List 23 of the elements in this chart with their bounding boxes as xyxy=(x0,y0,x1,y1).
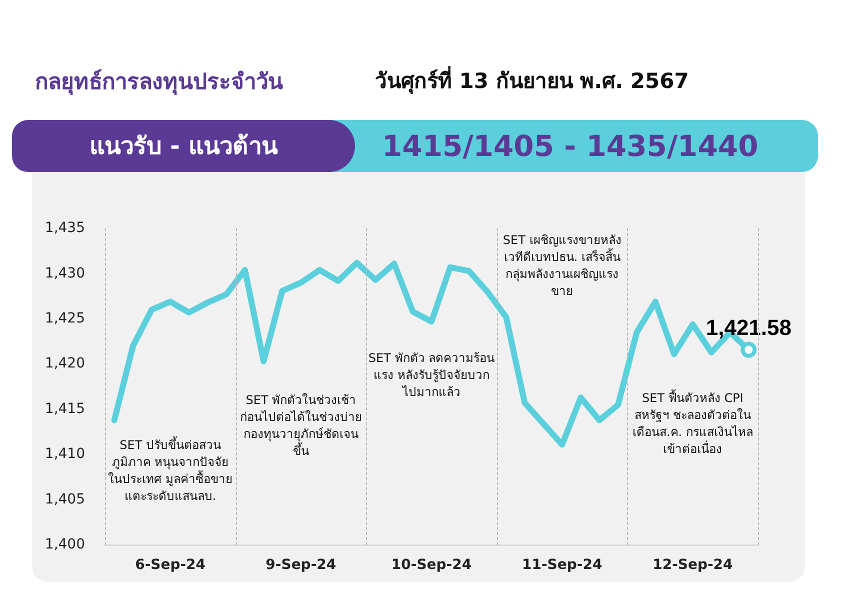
annotation: SET ปรับขึ้นต่อสวนภูมิภาค หนุนจากปัจจัยในประเทศ มูลค่าซื้อขายแตะระดับแสนลบ. xyxy=(106,437,234,505)
y-tick-label: 1,420 xyxy=(44,356,85,372)
annotation: SET พักตัว ลดความร้อนแรง หลังรับรู้ปัจจัยบวกไปมากแล้ว xyxy=(368,350,496,401)
text: แนวรับ - แนวต้าน xyxy=(12,120,355,172)
y-tick-label: 1,405 xyxy=(44,491,85,508)
y-tick-label: 1,425 xyxy=(44,310,85,326)
y-tick-label: 1,415 xyxy=(44,400,85,417)
annotation: SET ฟื้นตัวหลัง CPI สหรัฐฯ ชะลองตัวต่อในเดือนส.ค. กรแสเงินไหลเข้าต่อเนื่อง xyxy=(631,390,754,458)
chart-subtitle: วันศุกร์ที่ 13 กันยายน พ.ศ. 2567 xyxy=(375,65,689,96)
y-tick-label: 1,410 xyxy=(44,446,85,462)
x-tick-label: 11-Sep-24 xyxy=(522,557,602,574)
data-label: 1,421.58 xyxy=(706,314,792,340)
x-tick-label: 10-Sep-24 xyxy=(391,557,472,574)
text: 1415/1405 - 1435/1440 xyxy=(382,128,758,165)
x-tick-label: 6-Sep-24 xyxy=(135,557,206,574)
annotation: SET เผชิญแรงขายหลังเวทีดีเบทปธน. เสร็จสิ้น กลุ่มพลังงานเผชิญแรงขาย xyxy=(502,232,622,300)
y-tick-label: 1,400 xyxy=(44,536,85,553)
x-tick-label: 12-Sep-24 xyxy=(652,557,734,574)
x-tick-label: 9-Sep-24 xyxy=(266,557,336,574)
y-tick-label: 1,430 xyxy=(44,265,85,282)
annotation: SET พักตัวในช่วงเช้าก่อนไปต่อได้ในช่วงบ่าย กองทุนวายุภักษ์ชัดเจนขึ้น xyxy=(238,392,363,460)
y-tick-label: 1,435 xyxy=(44,220,85,236)
chart-title: กลยุทธ์การลงทุนประจำวัน xyxy=(35,68,283,98)
